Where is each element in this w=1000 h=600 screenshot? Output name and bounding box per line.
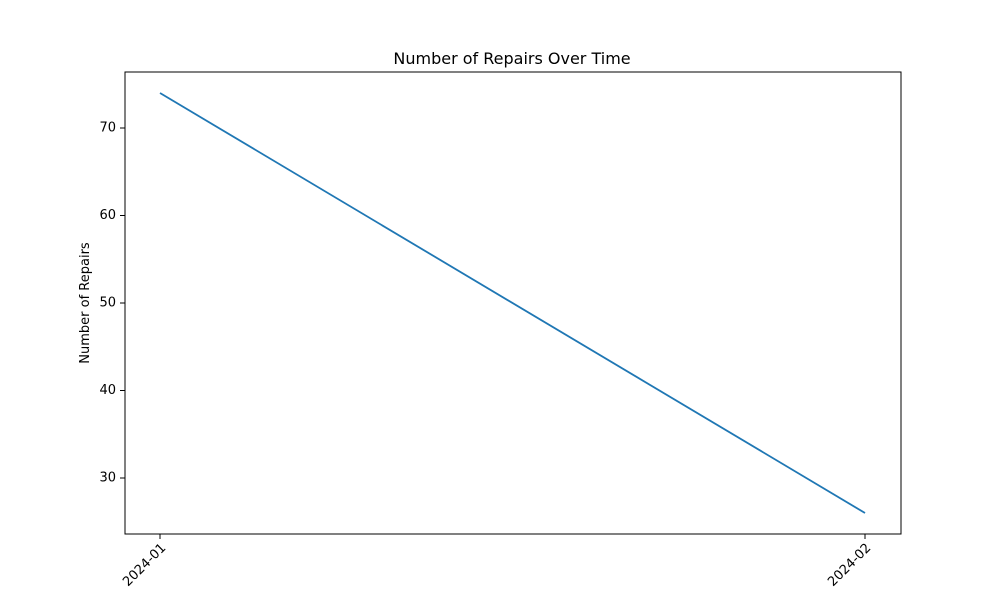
y-axis-label: Number of Repairs (78, 242, 93, 364)
y-tick-label: 70 (99, 121, 116, 136)
y-tick-label: 50 (99, 296, 116, 311)
y-tick-label: 60 (99, 208, 116, 223)
series-layer (159, 92, 866, 514)
plot-area-frame (124, 71, 902, 535)
y-axis-ticks: 30 40 50 60 70 (99, 121, 125, 486)
series-line-0 (159, 92, 866, 514)
y-tick-label: 40 (99, 383, 116, 398)
chart-title: Number of Repairs Over Time (393, 49, 630, 68)
y-tick-label: 30 (99, 471, 116, 486)
